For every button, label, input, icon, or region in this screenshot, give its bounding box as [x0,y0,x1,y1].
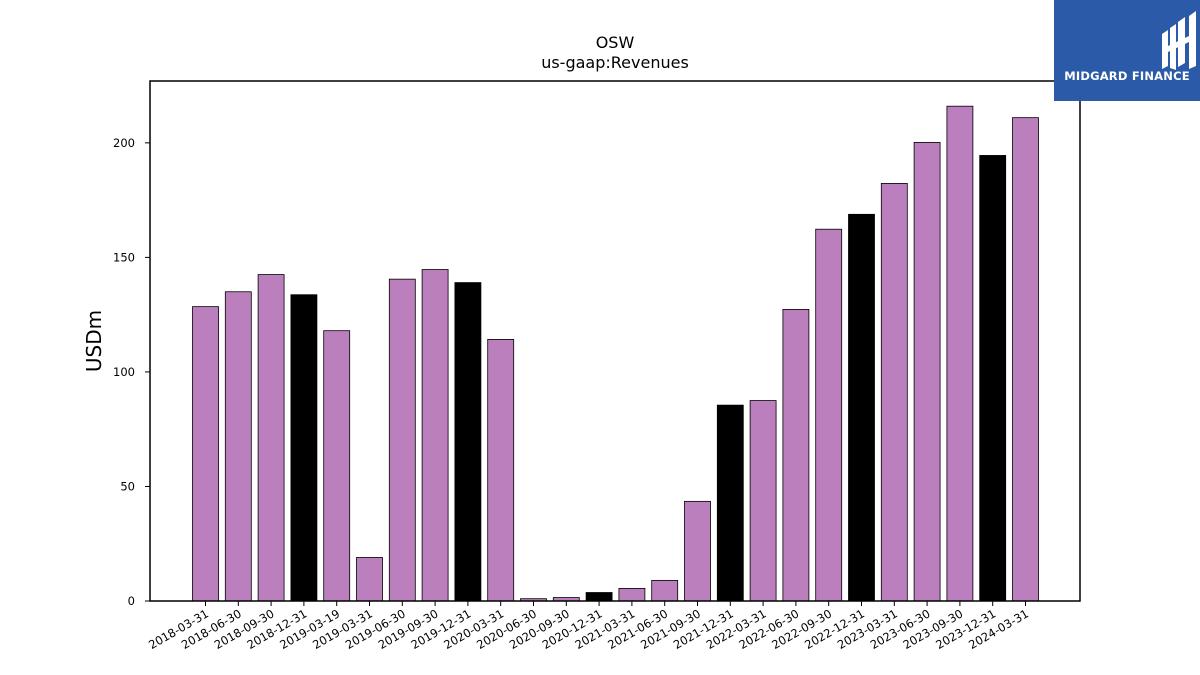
bar-2020-12-31 [585,592,613,602]
bar-2023-06-30 [913,141,941,602]
bar-2018-06-30 [224,291,252,602]
y-tick-label: 100 [113,365,135,379]
bar-2020-03-31 [487,338,515,602]
bar-2018-09-30 [257,274,285,602]
y-tick-label: 200 [113,136,135,150]
bar-2019-12-31 [454,282,482,602]
plot-frame [149,80,1081,602]
bar-2023-09-30 [946,105,974,602]
y-axis-label: USDm [82,310,106,372]
bar-2023-12-31 [979,155,1007,602]
bar-2021-09-30 [684,500,711,602]
y-tick-label: 0 [128,594,135,608]
logo-text: MIDGARD FINANCE [1064,69,1190,83]
y-axis: 0 50 100 150 200 [113,136,150,608]
chart-title: OSW [596,33,635,52]
bar-2022-03-31 [749,400,777,602]
bar-2019-03-31 [356,557,383,602]
chart-subtitle: us-gaap:Revenues [541,53,689,72]
bar-2019-06-30 [388,278,416,602]
bar-2023-03-31 [880,182,908,602]
bar-2018-03-31 [192,306,219,602]
bar-2019-03-19 [323,330,351,602]
bars-layer [192,105,1039,602]
bar-2019-09-30 [421,269,449,602]
bar-2018-12-31 [290,294,318,602]
midgard-finance-logo: MIDGARD FINANCE [1054,0,1200,101]
y-tick-label: 50 [120,479,135,493]
bar-2022-09-30 [815,228,843,602]
bar-2021-06-30 [651,579,679,602]
bar-2021-12-31 [716,404,744,602]
bar-2022-12-31 [848,213,875,602]
x-axis: 2018-03-312018-06-302018-09-302018-12-31… [146,601,1031,652]
bar-2021-03-31 [618,588,646,602]
bar-2024-03-31 [1012,117,1039,602]
bar-2022-06-30 [782,308,810,602]
y-tick-label: 150 [113,250,135,264]
midgard-logo-icon [1162,11,1196,70]
